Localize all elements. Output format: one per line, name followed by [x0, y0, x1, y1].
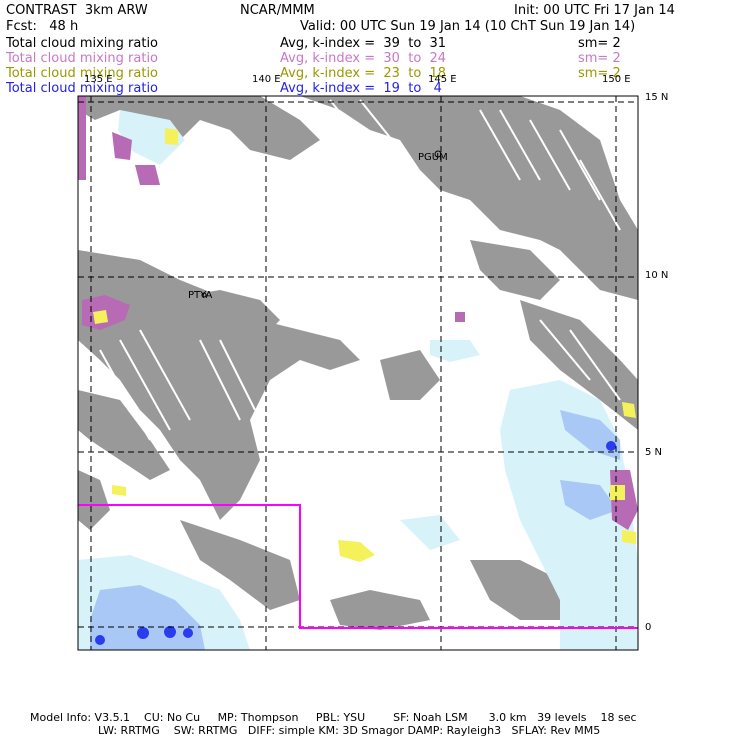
legend-field: Total cloud mixing ratio [6, 81, 159, 96]
init-time: Init: 00 UTC Fri 17 Jan 14 [514, 3, 675, 18]
legend-smoothing: sm= 2 [578, 51, 621, 66]
place-label-pgum: PGUM [418, 152, 448, 163]
legend-smoothing: sm= 2 [578, 36, 621, 51]
lon-label: 140 E [252, 74, 281, 85]
legend-field: Total cloud mixing ratio [6, 51, 159, 66]
cloud-striations [99, 99, 621, 441]
region-boundary [78, 504, 638, 629]
lat-label: 0 [645, 622, 652, 633]
mid-blue-cloud [90, 410, 620, 650]
valid-time: Valid: 00 UTC Sun 19 Jan 14 (10 ChT Sun … [300, 19, 636, 34]
lon-label: 135 E [84, 74, 113, 85]
lat-label: 15 N [645, 92, 669, 103]
lat-lon-grid [78, 96, 638, 650]
legend-field: Total cloud mixing ratio [6, 36, 159, 51]
lat-label: 10 N [645, 270, 669, 281]
lon-label: 150 E [602, 74, 631, 85]
footer-model-info: Model Info: V3.5.1 CU: No Cu MP: Thompso… [30, 711, 637, 724]
yellow-cloud [93, 128, 636, 562]
legend-smoothing: sm= 2 [578, 66, 621, 81]
forecast-hour: Fcst: 48 h [6, 19, 79, 34]
legend-kindex: Avg, k-index = 30 to 24 [280, 51, 447, 66]
legend-kindex: Avg, k-index = 19 to 4 [280, 81, 442, 96]
map-frame [77, 95, 639, 651]
ptya-marker [201, 292, 207, 298]
center-name: NCAR/MMM [240, 3, 315, 18]
pgum-marker [434, 150, 442, 158]
legend-field: Total cloud mixing ratio [6, 66, 159, 81]
legend-kindex: Avg, k-index = 39 to 31 [280, 36, 447, 51]
model-name: CONTRAST 3km ARW [6, 3, 148, 18]
gray-cloud-field [78, 96, 638, 630]
place-label-ptya: PTYA [188, 290, 213, 301]
legend-kindex: Avg, k-index = 23 to 18 [280, 66, 447, 81]
footer-physics-info: LW: RRTMG SW: RRTMG DIFF: simple KM: 3D … [98, 724, 601, 737]
lon-label: 145 E [428, 74, 457, 85]
lat-label: 5 N [645, 447, 663, 458]
